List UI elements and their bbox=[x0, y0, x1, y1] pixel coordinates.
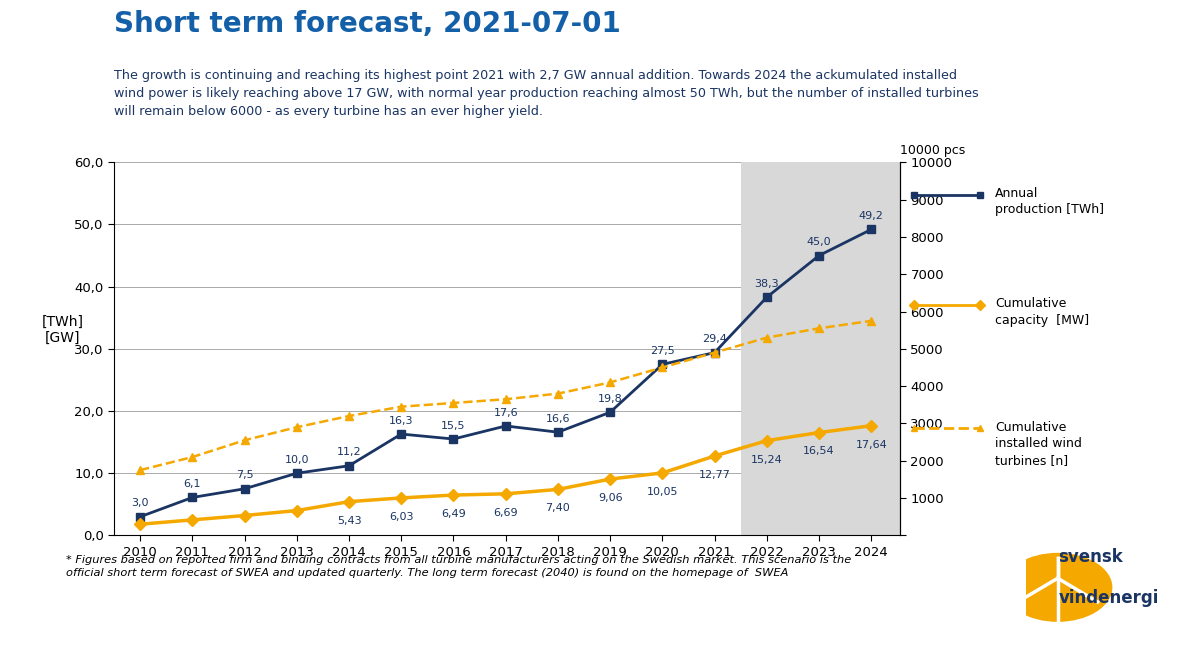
Text: Annual
production [TWh]: Annual production [TWh] bbox=[995, 187, 1104, 216]
Text: vindenergi: vindenergi bbox=[1058, 589, 1159, 607]
Text: 6,69: 6,69 bbox=[493, 508, 518, 518]
Text: 5,43: 5,43 bbox=[337, 515, 361, 526]
Text: 10,05: 10,05 bbox=[647, 487, 678, 496]
Text: 12,77: 12,77 bbox=[698, 470, 731, 480]
Text: 16,54: 16,54 bbox=[803, 447, 835, 456]
Text: 6,03: 6,03 bbox=[389, 512, 414, 522]
Text: 45,0: 45,0 bbox=[806, 238, 832, 247]
Text: 3,0: 3,0 bbox=[131, 498, 149, 508]
Bar bbox=[740, 162, 900, 535]
Text: 29,4: 29,4 bbox=[702, 334, 727, 344]
Text: 17,6: 17,6 bbox=[493, 408, 518, 417]
Text: 16,3: 16,3 bbox=[389, 416, 414, 426]
Text: 15,5: 15,5 bbox=[442, 421, 466, 431]
Text: 49,2: 49,2 bbox=[859, 211, 883, 221]
Text: 19,8: 19,8 bbox=[598, 394, 623, 404]
Text: * Figures based on reported firm and binding contracts from all turbine manufact: * Figures based on reported firm and bin… bbox=[66, 555, 851, 578]
Text: 11,2: 11,2 bbox=[337, 447, 361, 458]
Text: 7,40: 7,40 bbox=[546, 503, 570, 513]
Text: 10,0: 10,0 bbox=[284, 455, 310, 465]
Text: 16,6: 16,6 bbox=[546, 414, 570, 424]
Text: 15,24: 15,24 bbox=[751, 454, 782, 465]
Text: 38,3: 38,3 bbox=[755, 279, 779, 289]
Text: 10000 pcs: 10000 pcs bbox=[900, 143, 965, 156]
Text: 7,5: 7,5 bbox=[235, 471, 253, 480]
Text: 9,06: 9,06 bbox=[598, 493, 623, 503]
Text: 6,49: 6,49 bbox=[442, 509, 466, 519]
Text: 6,1: 6,1 bbox=[184, 479, 202, 489]
Text: svensk: svensk bbox=[1058, 548, 1123, 567]
Text: The growth is continuing and reaching its highest point 2021 with 2,7 GW annual : The growth is continuing and reaching it… bbox=[114, 69, 979, 119]
Circle shape bbox=[1003, 553, 1112, 622]
Text: Cumulative
capacity  [MW]: Cumulative capacity [MW] bbox=[995, 297, 1088, 326]
Text: 27,5: 27,5 bbox=[650, 346, 674, 356]
Text: Short term forecast, 2021-07-01: Short term forecast, 2021-07-01 bbox=[114, 10, 620, 38]
Text: Cumulative
installed wind
turbines [n]: Cumulative installed wind turbines [n] bbox=[995, 421, 1081, 467]
Text: 17,64: 17,64 bbox=[856, 439, 887, 450]
Text: [TWh]
[GW]: [TWh] [GW] bbox=[42, 315, 84, 345]
